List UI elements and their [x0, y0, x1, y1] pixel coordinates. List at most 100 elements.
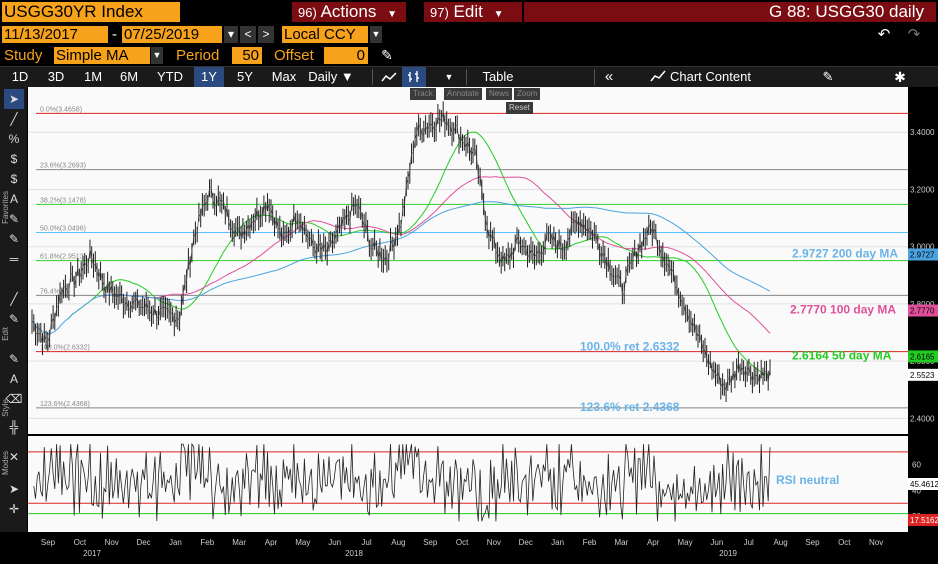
x-month-label-19: Apr — [647, 538, 660, 547]
actions-menu-label: Actions — [320, 2, 377, 21]
annotate-button[interactable]: Annotate — [444, 88, 483, 100]
period-field[interactable]: 50 — [232, 47, 262, 64]
line-chart-icon[interactable] — [378, 67, 400, 87]
delete-icon[interactable]: ✕ — [8, 450, 20, 464]
undo-icon[interactable]: ↶ — [872, 26, 896, 43]
actions-menu[interactable]: 96) Actions ▼ — [292, 2, 406, 22]
security-ticker[interactable]: USGG30YR Index — [2, 2, 180, 22]
annotation-0: 2.9727 200 day MA — [792, 247, 898, 261]
calendar-dropdown-icon[interactable]: ▾ — [224, 26, 238, 43]
news-button[interactable]: News — [486, 88, 513, 100]
marker-tool-icon[interactable]: ✎ — [8, 232, 20, 246]
zoom-button[interactable]: Zoom — [514, 88, 541, 100]
value-tag-0: 2.9727 — [910, 251, 935, 260]
study-dropdown-icon[interactable]: ▼ — [151, 47, 163, 64]
move-tool-icon[interactable]: ╬ — [9, 420, 19, 434]
gear-icon[interactable]: ✱ — [894, 69, 906, 85]
prev-period-button[interactable]: < — [240, 26, 256, 43]
chart-id: G 88: USGG30 daily — [524, 2, 936, 22]
tab-5y[interactable]: 5Y — [237, 69, 253, 84]
rsi-tick-label-1: 40 — [912, 486, 921, 495]
redo-icon[interactable]: ↷ — [902, 26, 926, 43]
frequency-dropdown[interactable]: Daily ▼ — [308, 67, 354, 87]
currency-field[interactable]: Local CCY — [282, 26, 368, 43]
x-year-label-0: 2017 — [83, 549, 101, 558]
y-tick-label-3: 3.0000 — [910, 243, 935, 252]
dollar-tool-2-icon[interactable]: $ — [10, 172, 18, 186]
fib-label-5: 76.4% — [40, 288, 60, 295]
tab-1y[interactable]: 1Y — [194, 67, 224, 87]
divider — [372, 69, 373, 85]
pencil-icon[interactable]: ✎ — [378, 47, 396, 64]
annotation-1: 2.7770 100 day MA — [790, 303, 896, 317]
x-month-label-7: Apr — [265, 538, 278, 547]
annotation-4: 123.6% ret 2.4368 — [580, 400, 680, 414]
edit-menu-label: Edit — [453, 2, 483, 21]
rsi-tick-label-2: 60 — [912, 461, 921, 470]
y-tick-label-5: 3.4000 — [910, 128, 935, 137]
value-tag-bg-1 — [908, 304, 938, 317]
cursor-tool-icon[interactable]: ➤ — [8, 482, 20, 496]
track-button[interactable]: Track — [410, 88, 436, 100]
next-period-button[interactable]: > — [258, 26, 274, 43]
tab-3d[interactable]: 3D — [47, 69, 65, 84]
study-field[interactable]: Simple MA — [54, 47, 150, 64]
date-separator: - — [112, 26, 117, 43]
value-tag-3: 2.5523 — [910, 371, 935, 380]
eraser-icon[interactable]: ⌫ — [5, 392, 23, 406]
x-year-label-1: 2018 — [345, 549, 363, 558]
end-date-field[interactable]: 07/25/2019 — [122, 26, 222, 43]
x-month-label-5: Feb — [200, 538, 214, 547]
tab-1m[interactable]: 1M — [83, 69, 103, 84]
trend-tool-icon[interactable]: ╱ — [10, 292, 18, 306]
reset-button[interactable]: Reset — [506, 102, 533, 114]
bar-chart-icon[interactable] — [402, 67, 426, 87]
fib-label-6: 100.0%(2.6332) — [40, 345, 90, 352]
ma100-line — [102, 176, 771, 334]
chart-content-label: Chart Content — [670, 69, 751, 84]
tab-1d[interactable]: 1D — [11, 69, 29, 84]
x-month-label-10: Jul — [361, 538, 371, 547]
chevron-down-icon: ▼ — [387, 9, 397, 20]
x-month-label-1: Oct — [74, 538, 87, 547]
edit-chart-icon[interactable]: ✎ — [822, 69, 834, 84]
ma50-line — [66, 131, 771, 376]
line-tool-icon[interactable]: ╱ — [10, 112, 18, 126]
draw-tool-icon[interactable]: ✎ — [8, 352, 20, 366]
start-date-field[interactable]: 11/13/2017 — [2, 26, 108, 43]
rsi-last-tag: 45.4612 — [910, 480, 938, 489]
currency-dropdown-icon[interactable]: ▼ — [370, 26, 382, 43]
fib-tool-icon[interactable]: % — [8, 132, 20, 146]
brush-tool-icon[interactable]: ✎ — [8, 212, 20, 226]
text-tool-icon[interactable]: A — [9, 192, 18, 206]
tab-max[interactable]: Max — [271, 69, 297, 84]
hline-tool-icon[interactable]: ═ — [9, 252, 19, 266]
x-month-label-8: May — [295, 538, 310, 547]
table-button[interactable]: Table — [482, 69, 514, 84]
pointer-icon[interactable]: ➤ — [4, 89, 24, 109]
chart-type-dropdown-icon[interactable]: ▼ — [444, 72, 454, 82]
text-tool-2-icon[interactable]: A — [9, 372, 18, 386]
style-label: Style — [1, 399, 10, 417]
x-month-label-12: Sep — [423, 538, 438, 547]
edit-menu[interactable]: 97) Edit ▼ — [424, 2, 522, 22]
offset-field[interactable]: 0 — [324, 47, 368, 64]
x-month-label-2: Nov — [105, 538, 119, 547]
crosshair-icon[interactable]: ✛ — [8, 502, 20, 516]
x-month-label-9: Jun — [328, 538, 341, 547]
divider — [594, 69, 595, 85]
dollar-tool-icon[interactable]: $ — [10, 152, 18, 166]
x-month-label-23: Aug — [773, 538, 787, 547]
tab-ytd[interactable]: YTD — [157, 69, 183, 84]
x-month-label-21: Jun — [710, 538, 723, 547]
zoom-toolbar: Track Annotate News Zoom Reset — [410, 88, 544, 114]
chart-content-button[interactable]: Chart Content — [650, 67, 770, 87]
chart-area[interactable]: 0.0%(3.4658) 23.6%(3.2693) 38.2%(3.1478) 50… — [28, 87, 938, 559]
pen-tool-icon[interactable]: ✎ — [8, 312, 20, 326]
value-tag-1: 2.7770 — [910, 307, 935, 316]
collapse-icon[interactable]: « — [604, 68, 614, 85]
x-month-label-4: Jan — [169, 538, 182, 547]
x-month-label-22: Jul — [744, 538, 754, 547]
rsi-line — [33, 442, 771, 522]
tab-6m[interactable]: 6M — [119, 69, 139, 84]
